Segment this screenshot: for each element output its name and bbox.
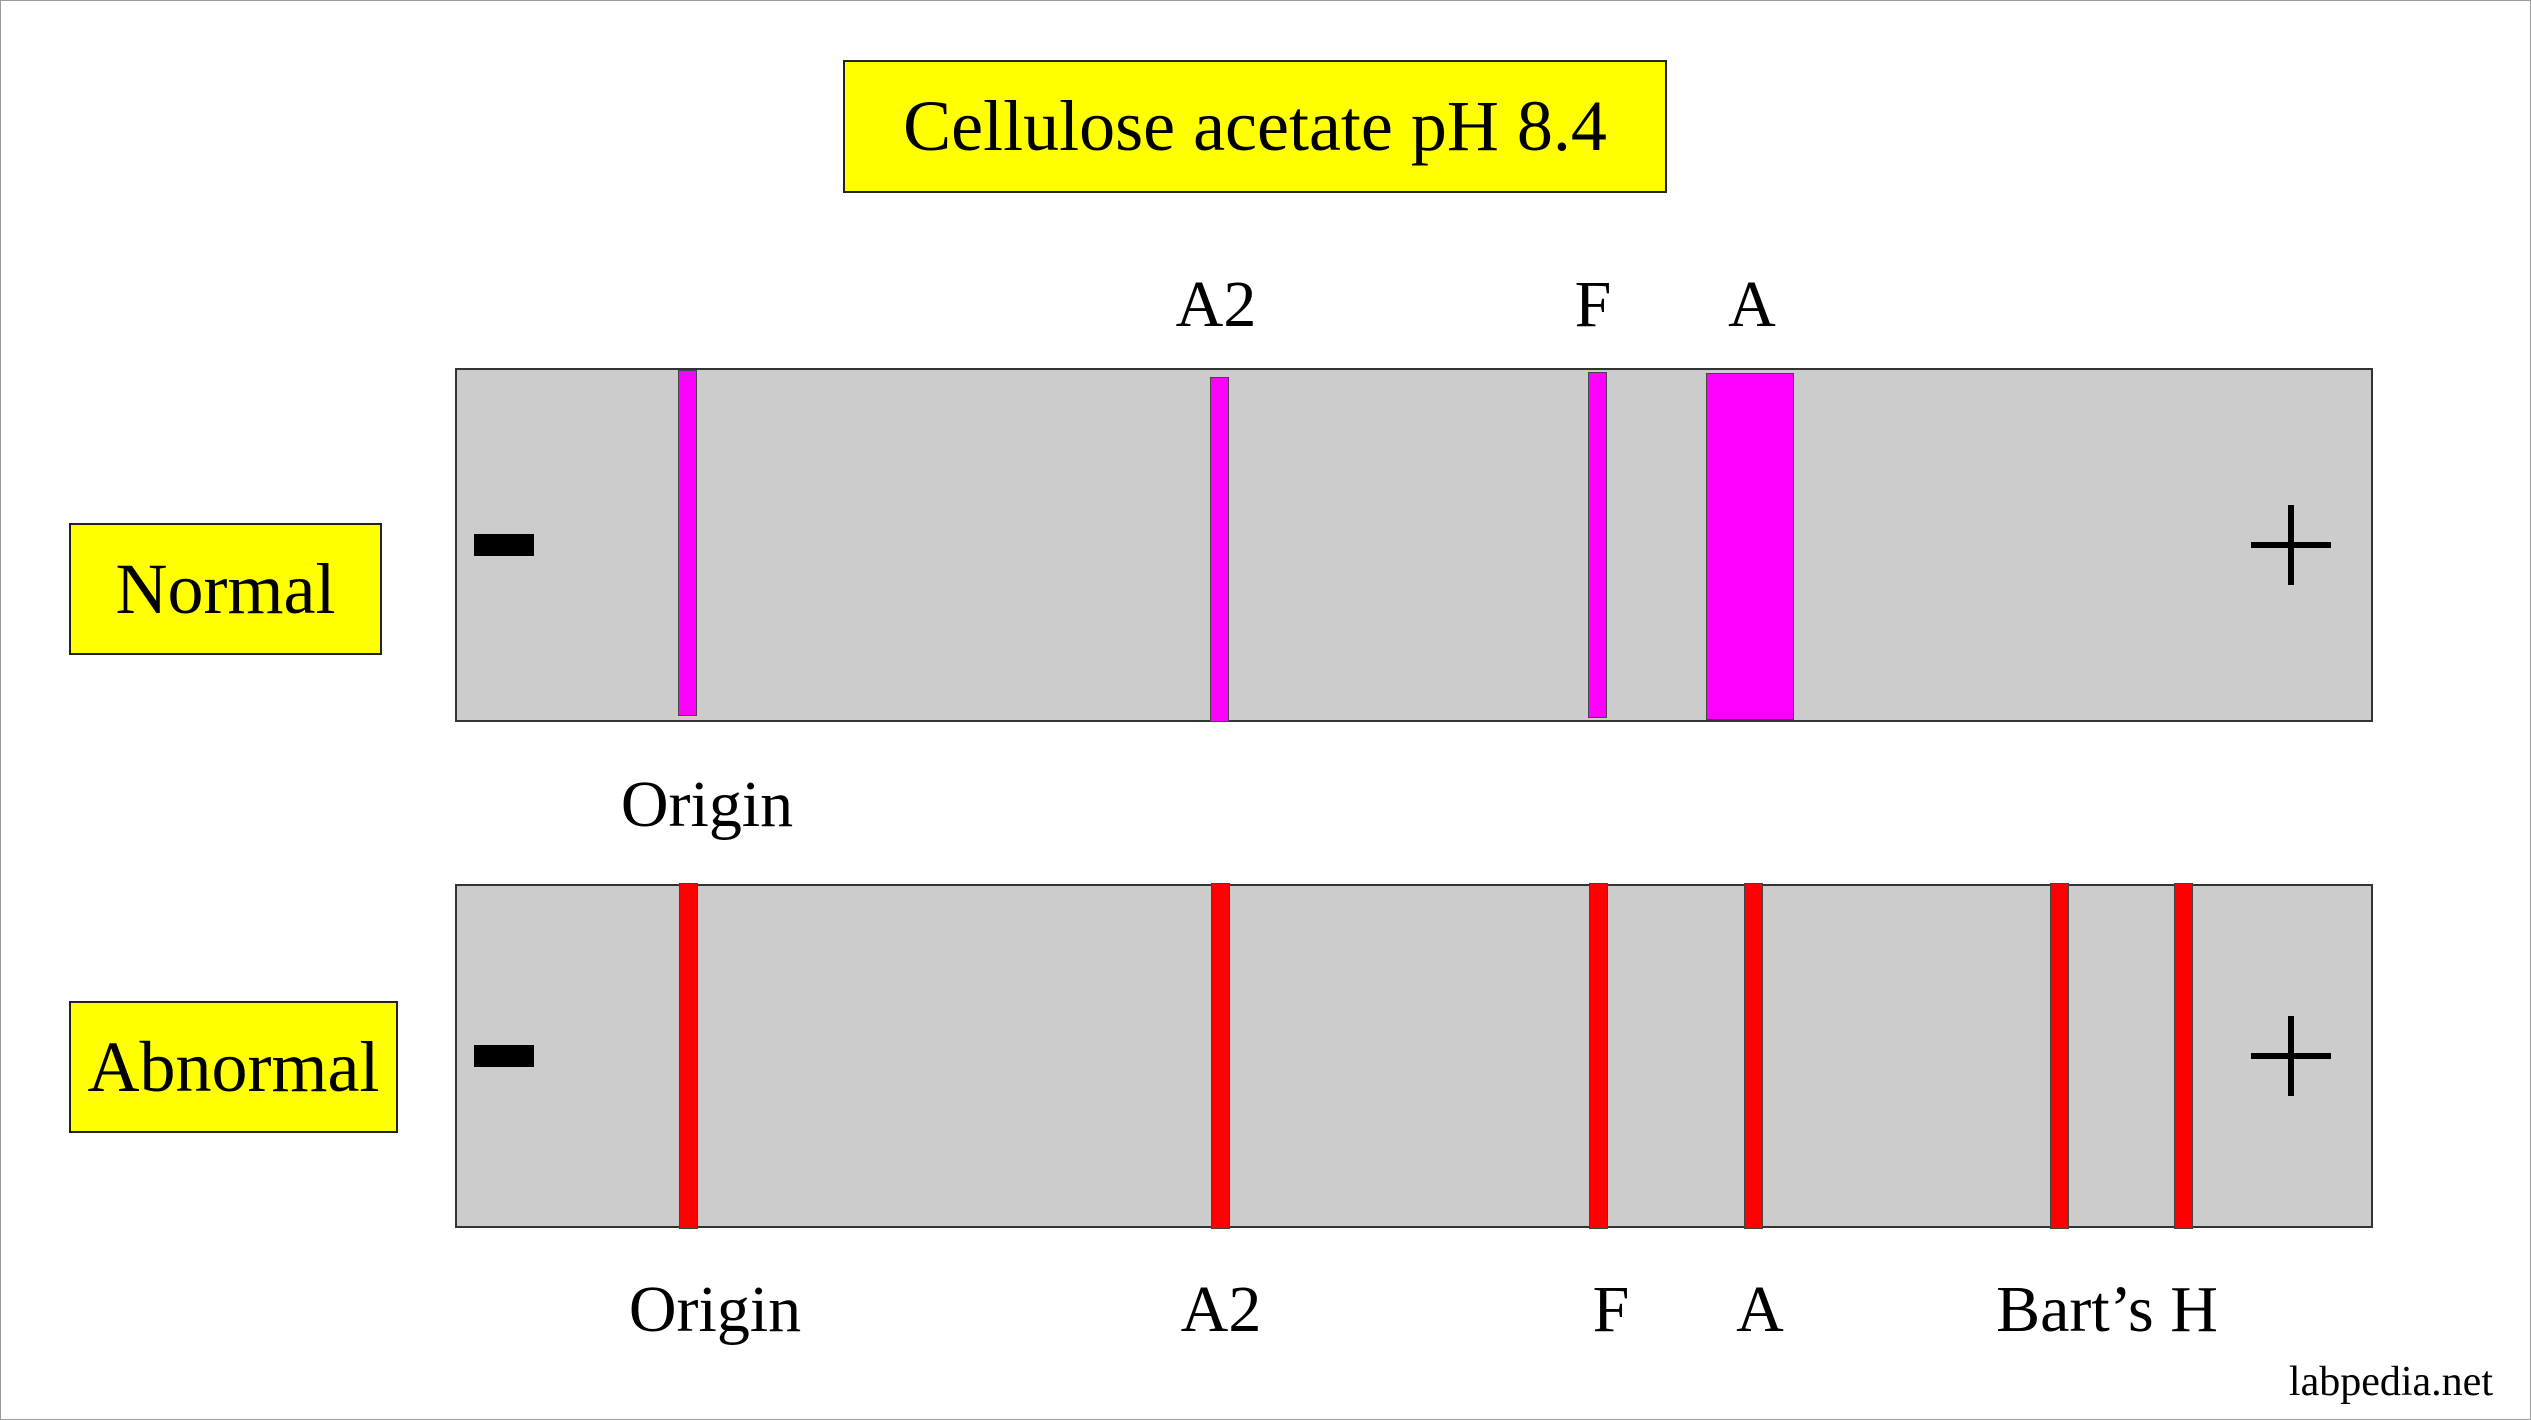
abnormal-band-origin — [679, 883, 698, 1229]
diagram-title: Cellulose acetate pH 8.4 — [843, 60, 1667, 193]
plus-sign-icon — [2251, 1016, 2331, 1096]
abnormal-band-barts-h-1 — [2050, 883, 2069, 1229]
normal-label-a2: A2 — [1175, 268, 1257, 341]
abnormal-band-a — [1744, 883, 1763, 1229]
abnormal-label-origin: Origin — [628, 1273, 802, 1346]
watermark: labpedia.net — [2288, 1359, 2493, 1405]
minus-sign-icon — [474, 534, 534, 556]
normal-electrophoresis-strip — [455, 368, 2373, 722]
plus-sign-icon — [2251, 505, 2331, 585]
minus-sign-icon — [474, 1045, 534, 1067]
normal-band-f — [1588, 372, 1607, 718]
abnormal-band-f — [1589, 883, 1608, 1229]
normal-label-f: F — [1574, 268, 1612, 341]
abnormal-label-a2: A2 — [1180, 1273, 1262, 1346]
abnormal-band-a2 — [1211, 883, 1230, 1229]
abnormal-band-barts-h-2 — [2174, 883, 2193, 1229]
abnormal-label-f: F — [1592, 1273, 1630, 1346]
normal-band-a — [1706, 373, 1794, 720]
abnormal-label-barts-h: Bart’s H — [1996, 1273, 2218, 1346]
normal-band-a2 — [1210, 377, 1229, 722]
abnormal-electrophoresis-strip — [455, 883, 2373, 1229]
normal-row-label: Normal — [69, 523, 382, 655]
abnormal-label-a: A — [1736, 1273, 1784, 1346]
normal-label-origin: Origin — [620, 768, 794, 841]
normal-band-origin — [678, 370, 697, 716]
normal-label-a: A — [1728, 268, 1776, 341]
abnormal-row-label: Abnormal — [69, 1001, 398, 1133]
